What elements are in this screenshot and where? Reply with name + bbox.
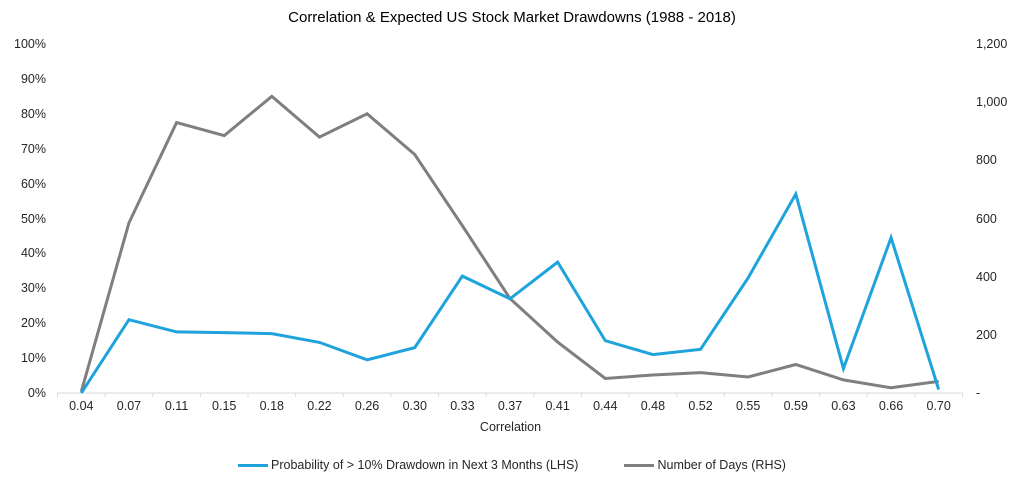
x-axis-tick-label: 0.22 xyxy=(307,399,332,413)
legend-label: Number of Days (RHS) xyxy=(657,458,786,472)
legend-line-swatch-icon xyxy=(624,463,655,467)
legend: Probability of > 10% Drawdown in Next 3 … xyxy=(0,458,1024,472)
left-axis-tick-label: 80% xyxy=(20,106,46,121)
right-axis-tick-label: - xyxy=(976,386,981,400)
right-axis-tick-label: 400 xyxy=(976,269,997,284)
left-axis-tick-label: 40% xyxy=(20,246,46,261)
legend-label: Probability of > 10% Drawdown in Next 3 … xyxy=(271,458,579,472)
x-axis-tick-label: 0.55 xyxy=(735,399,761,413)
left-axis-tick-label: 70% xyxy=(20,141,46,156)
x-axis-tick-label: 0.52 xyxy=(688,399,713,413)
legend-line-swatch-icon xyxy=(238,463,269,467)
x-axis-tick-label: 0.33 xyxy=(450,399,475,413)
x-axis-tick-label: 0.04 xyxy=(69,399,94,413)
x-axis-tick-label: 0.37 xyxy=(497,399,523,413)
left-axis-tick-label: 60% xyxy=(20,176,46,191)
left-axis-tick-label: 100% xyxy=(14,37,46,51)
left-axis-tick-label: 50% xyxy=(20,211,46,226)
x-axis-tick-label: 0.41 xyxy=(545,399,570,413)
x-axis-tick-label: 0.70 xyxy=(926,399,951,413)
right-axis-tick-label: 600 xyxy=(976,211,997,226)
chart-title: Correlation & Expected US Stock Market D… xyxy=(288,9,736,26)
legend-item: Probability of > 10% Drawdown in Next 3 … xyxy=(238,458,578,472)
x-axis-tick-label: 0.48 xyxy=(640,399,666,413)
right-axis-tick-label: 1,200 xyxy=(976,37,1008,51)
legend-item: Number of Days (RHS) xyxy=(624,458,786,472)
x-axis-tick-label: 0.11 xyxy=(164,399,189,413)
x-axis-tick-label: 0.15 xyxy=(212,399,237,413)
right-axis-tick-label: 1,000 xyxy=(976,95,1008,110)
left-axis-tick-label: 90% xyxy=(20,71,46,86)
right-axis-tick-label: 200 xyxy=(976,327,997,342)
left-axis-tick-label: 0% xyxy=(27,386,46,400)
x-axis-tick-label: 0.26 xyxy=(354,399,380,413)
left-axis-tick-label: 10% xyxy=(20,351,46,366)
x-axis-tick-label: 0.63 xyxy=(831,399,856,413)
x-axis-title: Correlation xyxy=(479,420,542,434)
right-axis-tick-label: 800 xyxy=(976,153,997,168)
x-axis-tick-label: 0.44 xyxy=(593,399,618,413)
left-axis-tick-label: 20% xyxy=(20,316,46,331)
x-axis-tick-label: 0.30 xyxy=(402,399,427,413)
x-axis-tick-label: 0.59 xyxy=(783,399,808,413)
left-axis-tick-label: 30% xyxy=(20,281,46,296)
x-axis-tick-label: 0.07 xyxy=(116,399,142,413)
x-axis-tick-label: 0.66 xyxy=(878,399,904,413)
x-axis-tick-label: 0.18 xyxy=(259,399,284,413)
series-line-probability xyxy=(80,190,941,394)
